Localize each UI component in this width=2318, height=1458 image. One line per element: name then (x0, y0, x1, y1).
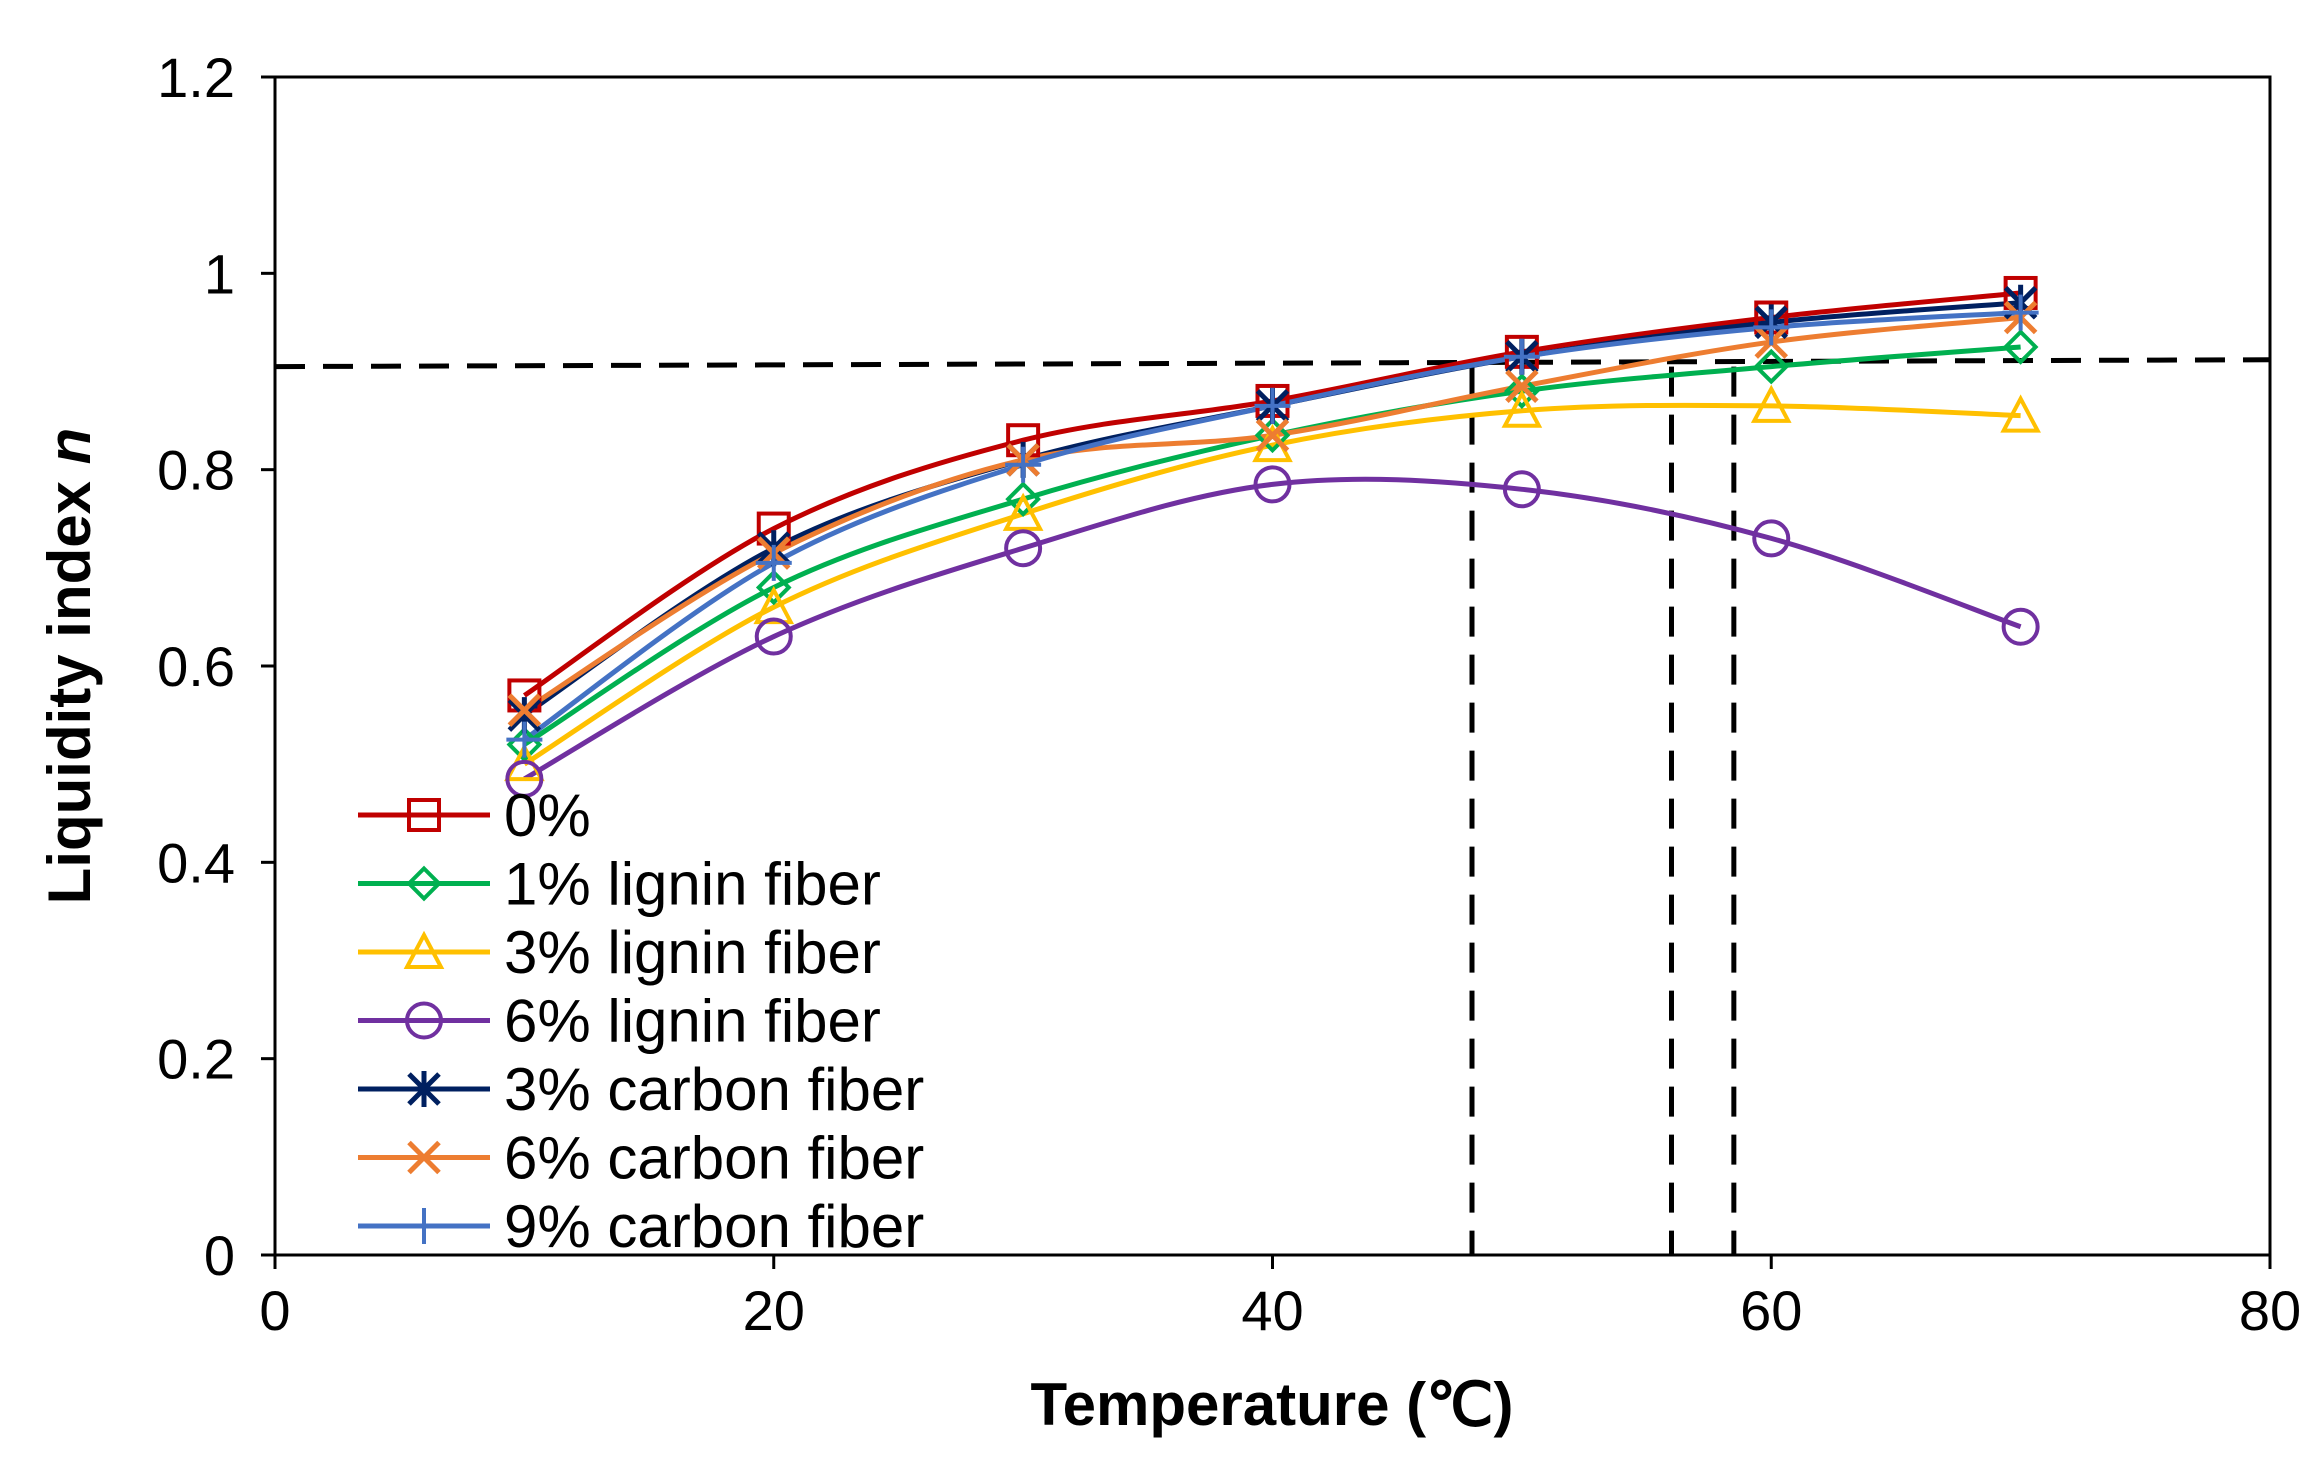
x-tick-label: 0 (259, 1279, 290, 1342)
data-point-series-6 (2002, 294, 2039, 331)
legend-swatch-marker-5 (407, 1140, 441, 1175)
y-tick-label: 0.6 (157, 635, 235, 698)
x-axis-title: Temperature (℃) (1030, 1371, 1513, 1438)
y-tick-label: 0 (204, 1224, 235, 1287)
series-line-3 (523, 476, 2022, 782)
data-point-series-6 (506, 721, 543, 758)
legend-swatch-marker-0 (407, 798, 441, 832)
y-tick-label: 0.4 (157, 831, 235, 894)
x-tick-label: 20 (743, 1279, 805, 1342)
x-tick-label: 60 (1740, 1279, 1802, 1342)
data-point-series-3 (2001, 607, 2040, 646)
data-point-series-6 (1254, 387, 1291, 424)
data-point-series-1 (2002, 329, 2039, 365)
legend-label-1: 1% lignin fiber (504, 851, 881, 918)
data-point-series-3 (754, 617, 793, 656)
legend-label-6: 9% carbon fiber (504, 1193, 924, 1260)
plot-area (273, 75, 2272, 1257)
data-point-series-2 (1750, 384, 1792, 423)
data-point-series-3 (1253, 465, 1292, 504)
data-point-series-3 (505, 759, 544, 798)
data-point-series-3 (1004, 529, 1043, 568)
x-tick-label: 40 (1241, 1279, 1303, 1342)
data-point-series-2 (1002, 492, 1044, 531)
y-axis-title-italic: n (36, 428, 103, 465)
x-tick-label: 80 (2239, 1279, 2301, 1342)
legend-label-4: 3% carbon fiber (504, 1056, 924, 1123)
y-axis-title-text: Liquidity index (36, 481, 103, 904)
data-point-series-1 (1504, 373, 1540, 409)
legend-swatch-marker-6 (406, 1208, 442, 1244)
y-tick-label: 0.8 (157, 439, 235, 502)
data-point-series-2 (1501, 389, 1543, 428)
data-point-series-6 (755, 544, 792, 581)
y-tick-label: 0.2 (157, 1028, 235, 1091)
data-point-series-5 (1255, 418, 1290, 453)
legend-label-0: 0% (504, 782, 591, 849)
data-point-series-5 (1505, 369, 1539, 403)
legend-swatch-marker-1 (406, 865, 442, 902)
legend-swatch-marker-4 (407, 1071, 441, 1107)
data-point-series-5 (507, 693, 542, 727)
data-point-series-6 (1753, 309, 1790, 346)
legend-label-2: 3% lignin fiber (504, 919, 881, 986)
legend-swatch-marker-2 (403, 930, 445, 969)
y-tick-label: 1.2 (157, 46, 235, 109)
data-point-series-2 (2000, 394, 2041, 433)
y-axis-title: Liquidity index n (36, 428, 103, 905)
data-point-series-6 (1005, 446, 1042, 483)
legend-label-3: 6% lignin fiber (504, 988, 881, 1055)
data-point-series-1 (1753, 348, 1790, 385)
data-point-series-2 (753, 585, 795, 625)
data-point-series-1 (1005, 481, 1041, 517)
data-point-series-3 (1752, 519, 1791, 558)
legend-label-5: 6% carbon fiber (504, 1125, 924, 1192)
legend-swatch-marker-3 (405, 1001, 443, 1040)
data-point-series-1 (755, 569, 792, 606)
data-point-series-3 (1502, 470, 1541, 509)
y-tick-label: 1 (204, 242, 235, 305)
data-point-series-1 (1254, 417, 1291, 454)
data-point-series-6 (1503, 338, 1540, 375)
